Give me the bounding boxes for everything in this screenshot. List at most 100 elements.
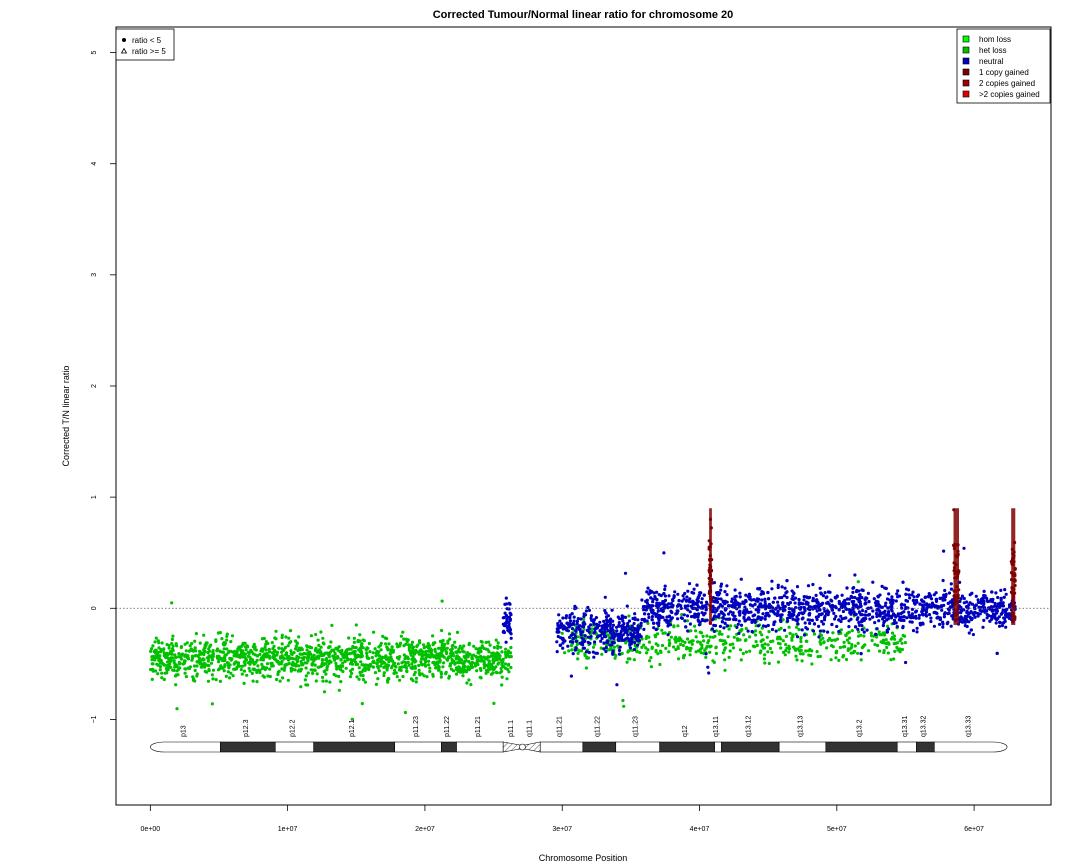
data-point [781, 650, 786, 655]
data-point [845, 638, 850, 642]
data-point [453, 645, 458, 649]
data-point [632, 647, 637, 652]
data-point [580, 649, 584, 653]
data-point [859, 658, 863, 662]
data-point [494, 638, 498, 642]
data-point [618, 632, 623, 636]
data-point [271, 647, 275, 651]
data-point [412, 651, 416, 655]
data-point [285, 656, 289, 660]
data-point [504, 640, 508, 644]
data-point [350, 671, 354, 676]
data-point [556, 622, 560, 626]
data-point [297, 664, 301, 668]
data-point [304, 674, 308, 678]
data-point [556, 627, 560, 632]
data-point [712, 623, 716, 628]
data-point [268, 674, 272, 679]
data-point [589, 616, 593, 621]
data-point [828, 573, 832, 578]
data-point [440, 643, 444, 647]
data-point [314, 632, 318, 637]
data-point [306, 671, 310, 675]
data-point [690, 590, 694, 595]
data-point [851, 651, 856, 655]
data-point [207, 655, 211, 659]
data-point [367, 641, 371, 646]
data-point [201, 657, 205, 661]
data-point [489, 662, 493, 667]
data-point [680, 599, 684, 603]
data-point [443, 642, 447, 647]
data-point [594, 616, 599, 620]
data-point [484, 656, 488, 660]
data-point [239, 649, 243, 654]
data-point [261, 655, 265, 659]
data-point [757, 615, 762, 619]
data-point [487, 659, 491, 663]
data-point [776, 583, 780, 587]
cytoband-label: p11.23 [413, 716, 420, 737]
data-point [784, 649, 788, 653]
y-tick-label: 3 [91, 273, 98, 277]
data-point [219, 650, 223, 654]
data-point [605, 643, 609, 647]
data-point [155, 662, 159, 666]
data-point [732, 635, 736, 639]
data-point [860, 609, 865, 613]
data-point [908, 596, 912, 600]
data-point [297, 656, 301, 660]
data-point [300, 652, 305, 656]
data-point [264, 640, 268, 644]
data-point [649, 656, 653, 660]
data-point [924, 614, 929, 618]
data-point [773, 596, 777, 600]
data-point [666, 606, 670, 610]
data-point [447, 632, 452, 636]
data-point [250, 671, 254, 676]
data-point [785, 579, 789, 583]
data-point [907, 613, 911, 617]
data-point [386, 680, 390, 684]
data-point [659, 593, 663, 598]
data-point [981, 625, 985, 629]
data-point [447, 655, 451, 659]
data-point [285, 651, 289, 655]
data-point [871, 609, 875, 613]
data-point [640, 645, 644, 650]
data-point [303, 678, 307, 682]
data-point [875, 627, 879, 631]
data-point [941, 620, 945, 624]
data-point [280, 642, 284, 646]
data-point [910, 593, 914, 597]
data-point [795, 658, 799, 662]
data-point [156, 653, 160, 658]
data-point [371, 665, 375, 669]
data-point [563, 651, 567, 655]
data-point [706, 665, 710, 669]
data-point [492, 645, 496, 650]
data-point [587, 627, 592, 631]
data-point [572, 615, 576, 619]
data-point [719, 597, 723, 601]
data-point [638, 635, 642, 639]
data-point [847, 641, 851, 645]
data-point [309, 634, 313, 638]
data-point [963, 617, 968, 621]
data-point [822, 641, 826, 645]
data-point [811, 629, 816, 633]
data-point [859, 652, 863, 656]
data-point [812, 622, 817, 626]
data-point [502, 624, 506, 628]
data-point [612, 636, 616, 641]
data-point [743, 619, 747, 623]
data-point [363, 680, 367, 684]
data-point [964, 605, 969, 609]
data-point [491, 657, 495, 661]
data-point [426, 653, 430, 657]
data-point [817, 624, 821, 629]
data-point [700, 606, 705, 610]
data-point [225, 632, 229, 636]
data-point [280, 633, 284, 637]
data-point [763, 597, 767, 601]
